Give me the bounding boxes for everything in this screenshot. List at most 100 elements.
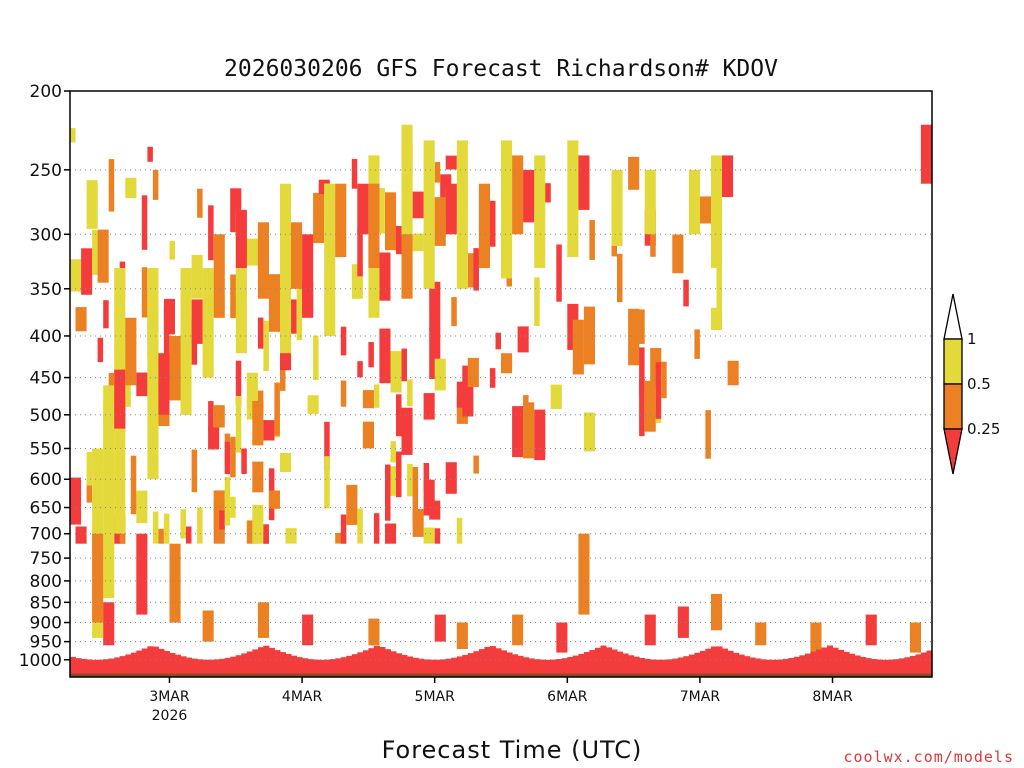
boundary-layer-cell <box>175 654 181 676</box>
boundary-layer-cell <box>456 656 463 676</box>
ri-cell <box>152 169 159 200</box>
x-tick-sublabel: 2026 <box>152 708 188 724</box>
ri-cell <box>501 353 513 374</box>
ri-cell <box>705 410 711 459</box>
boundary-layer-cell <box>197 659 204 676</box>
ri-cell <box>467 253 479 288</box>
legend-swatch-0.5-1 <box>943 338 963 385</box>
ri-cell <box>268 274 280 332</box>
ri-cell <box>362 421 374 449</box>
boundary-layer-cell <box>606 647 612 676</box>
boundary-layer-cell <box>401 655 408 676</box>
boundary-layer-cell <box>904 657 911 676</box>
boundary-layer-cell <box>545 659 552 676</box>
boundary-layer-cell <box>202 659 209 676</box>
ri-cell <box>396 451 402 498</box>
boundary-layer-cell <box>119 656 126 676</box>
boundary-layer-cell <box>810 651 817 676</box>
ri-cell <box>434 197 446 246</box>
ri-cell <box>572 319 584 375</box>
boundary-layer-cell <box>434 659 441 676</box>
ri-cell <box>241 448 247 474</box>
ri-cell <box>263 320 269 371</box>
ri-cell <box>263 524 269 544</box>
ri-cell <box>401 234 413 299</box>
ri-cell <box>208 401 214 433</box>
chart-title: 2026030206 GFS Forecast Richardson# KDOV <box>224 56 778 82</box>
ri-cell <box>385 192 397 251</box>
boundary-layer-cell <box>793 656 800 676</box>
boundary-layer-cell <box>147 646 154 676</box>
ri-cell <box>230 274 242 319</box>
y-tick-label: 850 <box>30 593 62 613</box>
boundary-layer-cell <box>92 659 99 676</box>
ri-cell <box>661 361 667 399</box>
boundary-layer-cell <box>219 658 226 676</box>
boundary-layer-cell <box>804 653 811 676</box>
ri-cell <box>158 353 170 415</box>
ri-cell <box>512 614 524 646</box>
ri-cell <box>412 233 424 252</box>
ri-cell <box>324 456 330 509</box>
ri-cell <box>423 479 435 516</box>
ri-cell <box>423 527 435 544</box>
boundary-layer-cell <box>567 657 574 676</box>
ri-cell <box>379 252 391 301</box>
boundary-layer-cell <box>738 654 745 676</box>
y-tick-label: 250 <box>30 161 62 181</box>
ri-cell <box>373 384 380 408</box>
ri-cell <box>158 528 164 544</box>
y-tick-label: 650 <box>30 499 62 519</box>
boundary-layer-cell <box>274 650 281 676</box>
ri-cell <box>379 188 385 234</box>
ri-cell <box>108 159 115 212</box>
boundary-layer-cell <box>418 658 425 676</box>
ri-cell <box>291 222 303 289</box>
boundary-layer-cell <box>556 659 563 676</box>
ri-cell <box>257 602 269 638</box>
ri-cell <box>644 169 656 235</box>
ri-cell <box>125 317 137 386</box>
ri-cell <box>230 188 242 233</box>
legend-swatch-above-1 <box>943 293 963 340</box>
ri-cell <box>307 395 319 414</box>
ri-cell <box>114 369 126 429</box>
ri-cell <box>246 372 258 420</box>
boundary-layer-cell <box>445 658 452 676</box>
boundary-layer-cell <box>633 656 640 676</box>
ri-cell <box>451 297 457 327</box>
ri-cell <box>92 533 104 623</box>
ri-cell <box>655 362 662 419</box>
boundary-layer-cell <box>622 653 629 676</box>
ri-cell <box>340 514 347 544</box>
boundary-layer-cell <box>705 648 712 676</box>
ri-cell <box>489 368 496 388</box>
ri-cell <box>368 183 380 268</box>
ri-cell <box>302 234 314 318</box>
ri-cell <box>396 226 402 255</box>
ri-cell <box>252 504 264 544</box>
ri-cell <box>357 361 363 378</box>
boundary-layer-cell <box>241 653 248 676</box>
boundary-layer-cell <box>744 656 751 676</box>
ri-cell <box>169 241 175 260</box>
boundary-layer-cell <box>467 653 474 676</box>
boundary-layer-cell <box>163 651 170 676</box>
boundary-layer-cell <box>887 659 894 676</box>
ri-cell <box>534 155 546 268</box>
ri-cell <box>313 335 319 381</box>
boundary-layer-cell <box>876 659 883 676</box>
ri-cell <box>268 490 280 509</box>
ri-cell <box>534 409 546 461</box>
ri-cell <box>202 610 214 642</box>
ri-cell <box>246 238 258 266</box>
ri-cell <box>523 169 535 223</box>
ground <box>70 673 932 677</box>
ri-cell <box>434 614 446 642</box>
ri-cell <box>163 307 170 365</box>
ri-cell <box>103 385 115 599</box>
boundary-layer-cell <box>589 650 596 676</box>
ri-cell <box>583 306 595 365</box>
boundary-layer-cell <box>816 649 822 676</box>
ri-cell <box>368 618 380 646</box>
